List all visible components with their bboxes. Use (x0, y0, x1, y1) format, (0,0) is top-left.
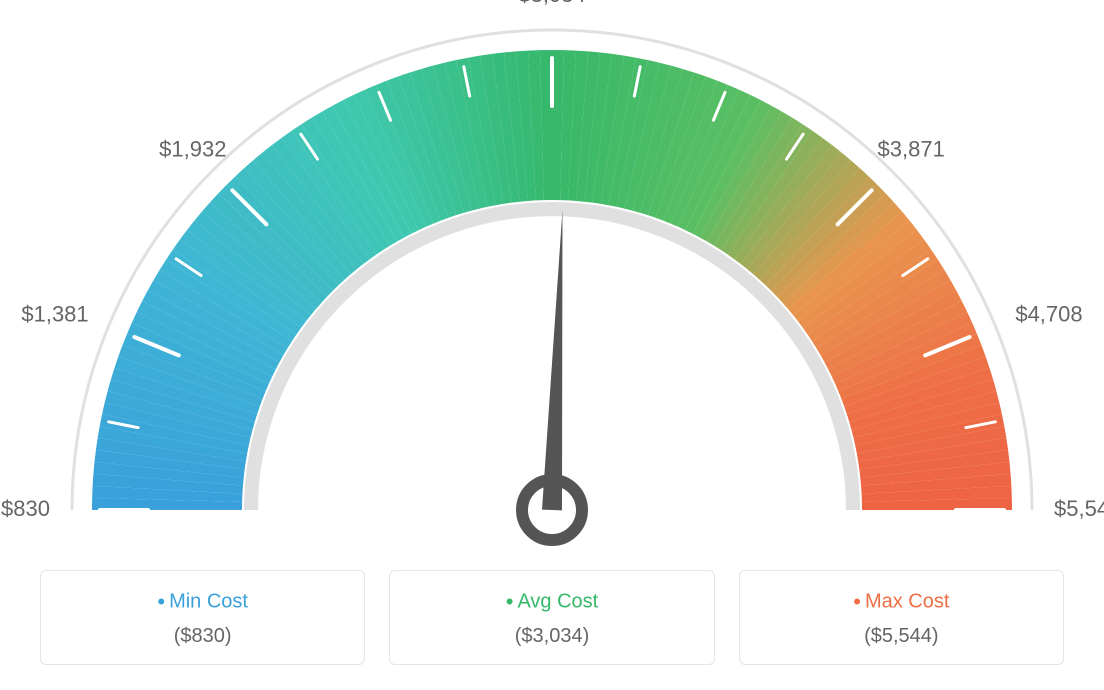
gauge-tick-label: $830 (1, 496, 50, 521)
legend-title-text: Min Cost (169, 590, 248, 612)
legend-dot-icon: • (506, 589, 514, 614)
legend-card: •Max Cost ($5,544) (739, 570, 1064, 665)
gauge-tick-label: $3,871 (878, 137, 945, 162)
legend-title-text: Max Cost (865, 590, 949, 612)
gauge-tick-label: $1,381 (21, 301, 88, 326)
legend-value: ($5,544) (750, 625, 1053, 648)
legend-dot-icon: • (157, 589, 165, 614)
gauge-tick-label: $3,034 (518, 0, 585, 7)
legend-card: •Avg Cost ($3,034) (389, 570, 714, 665)
gauge-tick-label: $4,708 (1015, 301, 1082, 326)
gauge-svg: $830 $1,381 $1,932 $3,034 $3,871 $4,708 $5,544 (0, 0, 1104, 560)
gauge-tick-label: $1,932 (159, 137, 226, 162)
gauge-tick-label: $5,544 (1054, 496, 1104, 521)
legend-value: ($3,034) (400, 625, 703, 648)
legend-row: •Min Cost($830)•Avg Cost($3,034)•Max Cos… (0, 570, 1104, 665)
legend-title-text: Avg Cost (517, 590, 598, 612)
legend-card: •Min Cost ($830) (40, 570, 365, 665)
legend-value: ($830) (51, 625, 354, 648)
legend-dot-icon: • (853, 589, 861, 614)
gauge-chart: $830 $1,381 $1,932 $3,034 $3,871 $4,708 $5,544 (0, 0, 1104, 560)
legend-title: •Max Cost (750, 589, 1053, 615)
legend-title: •Min Cost (51, 589, 354, 615)
legend-title: •Avg Cost (400, 589, 703, 615)
